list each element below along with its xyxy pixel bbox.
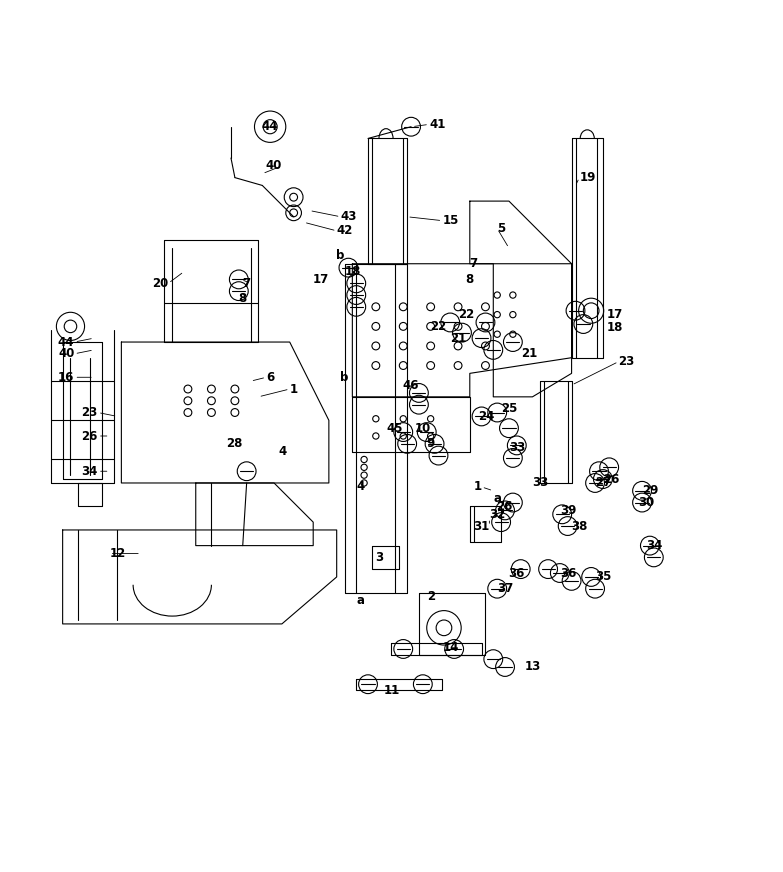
Text: b: b (336, 249, 345, 262)
Text: 46: 46 (402, 378, 419, 392)
Text: 9: 9 (427, 438, 435, 450)
Text: 16: 16 (58, 371, 74, 384)
Text: 40: 40 (58, 347, 74, 360)
Text: 3: 3 (376, 551, 384, 564)
Text: 26: 26 (81, 430, 98, 442)
Text: 40: 40 (265, 160, 282, 173)
Text: 22: 22 (430, 320, 446, 333)
Text: 23: 23 (619, 355, 635, 368)
Text: 42: 42 (337, 224, 353, 237)
Text: 26: 26 (496, 500, 513, 513)
Text: 20: 20 (152, 276, 168, 290)
Text: a: a (356, 594, 364, 607)
Text: 1: 1 (474, 480, 482, 494)
Text: 18: 18 (345, 265, 361, 278)
Text: 1: 1 (290, 383, 298, 396)
Text: 12: 12 (110, 547, 126, 560)
Text: 11: 11 (384, 684, 400, 697)
Text: 36: 36 (560, 567, 576, 580)
Text: 27: 27 (595, 476, 612, 489)
Text: 18: 18 (607, 322, 623, 335)
Text: 13: 13 (525, 660, 541, 673)
Text: 17: 17 (607, 308, 623, 321)
Text: 4: 4 (278, 446, 287, 458)
Text: 6: 6 (266, 371, 275, 384)
Text: 2: 2 (427, 590, 435, 603)
Text: 7: 7 (470, 257, 478, 270)
Text: 17: 17 (312, 273, 329, 286)
Text: 39: 39 (560, 504, 576, 517)
Text: 37: 37 (497, 582, 514, 596)
Text: 31: 31 (473, 520, 489, 533)
Text: 8: 8 (465, 273, 474, 286)
Text: 34: 34 (646, 539, 662, 552)
Text: 15: 15 (442, 215, 459, 228)
Text: 30: 30 (638, 496, 655, 509)
Text: 10: 10 (415, 422, 431, 434)
Text: 25: 25 (501, 402, 518, 415)
Text: 21: 21 (449, 331, 466, 344)
Text: 32: 32 (489, 508, 505, 521)
Text: 43: 43 (341, 210, 357, 223)
Text: 5: 5 (497, 222, 506, 235)
Text: 36: 36 (508, 567, 525, 580)
Text: 44: 44 (262, 120, 278, 133)
Text: 35: 35 (595, 570, 612, 583)
Text: 7: 7 (243, 276, 251, 290)
Text: 4: 4 (356, 480, 365, 494)
Text: b: b (340, 371, 348, 384)
Text: 45: 45 (387, 422, 403, 434)
Text: 33: 33 (509, 441, 525, 454)
Text: 44: 44 (58, 336, 74, 349)
Text: 22: 22 (458, 308, 474, 321)
Text: 26: 26 (603, 473, 619, 486)
Text: 23: 23 (81, 406, 98, 419)
Text: 8: 8 (238, 292, 247, 305)
Text: 41: 41 (429, 118, 446, 131)
Text: a: a (493, 492, 501, 505)
Text: 24: 24 (478, 410, 494, 423)
Text: 19: 19 (579, 171, 596, 184)
Text: 29: 29 (642, 484, 659, 497)
Text: 34: 34 (81, 465, 98, 478)
Text: 33: 33 (532, 476, 548, 489)
Text: 14: 14 (442, 641, 459, 654)
Text: 38: 38 (572, 520, 588, 533)
Text: 21: 21 (521, 347, 537, 360)
Text: 28: 28 (226, 438, 243, 450)
